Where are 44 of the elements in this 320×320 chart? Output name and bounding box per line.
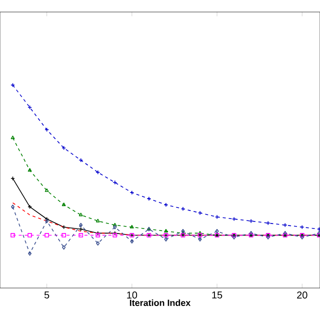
point [62,202,66,206]
x-tick-label: 15 [212,292,222,298]
point [11,204,15,210]
point [215,228,219,234]
point [96,218,100,222]
point [164,228,168,232]
point [79,222,83,228]
point [62,245,66,250]
point [232,216,236,222]
point [44,188,49,192]
point [10,136,15,140]
point [316,226,320,232]
point [130,190,134,195]
point [96,241,100,246]
point [198,237,202,242]
x-tick-label: 20 [297,292,308,299]
x-axis-title: Iteration Index [130,299,191,306]
point [164,237,168,242]
point [180,206,186,212]
point [181,228,185,234]
point [78,233,84,238]
point [214,214,220,220]
point [112,180,118,185]
point [248,218,254,224]
point [112,222,117,226]
point [113,224,117,230]
point [78,158,84,162]
point [28,251,32,256]
point [130,239,134,244]
point [28,168,32,172]
point [10,233,15,238]
point [44,233,49,238]
point [198,210,202,216]
point [198,231,202,234]
point [62,233,66,238]
x-tick-label: 5 [44,292,50,298]
point [78,212,83,216]
point [282,222,288,228]
point [130,224,134,228]
point [266,220,270,226]
point [300,224,304,230]
point [78,226,84,232]
point [28,233,32,238]
x-tick-label: 10 [127,292,138,299]
